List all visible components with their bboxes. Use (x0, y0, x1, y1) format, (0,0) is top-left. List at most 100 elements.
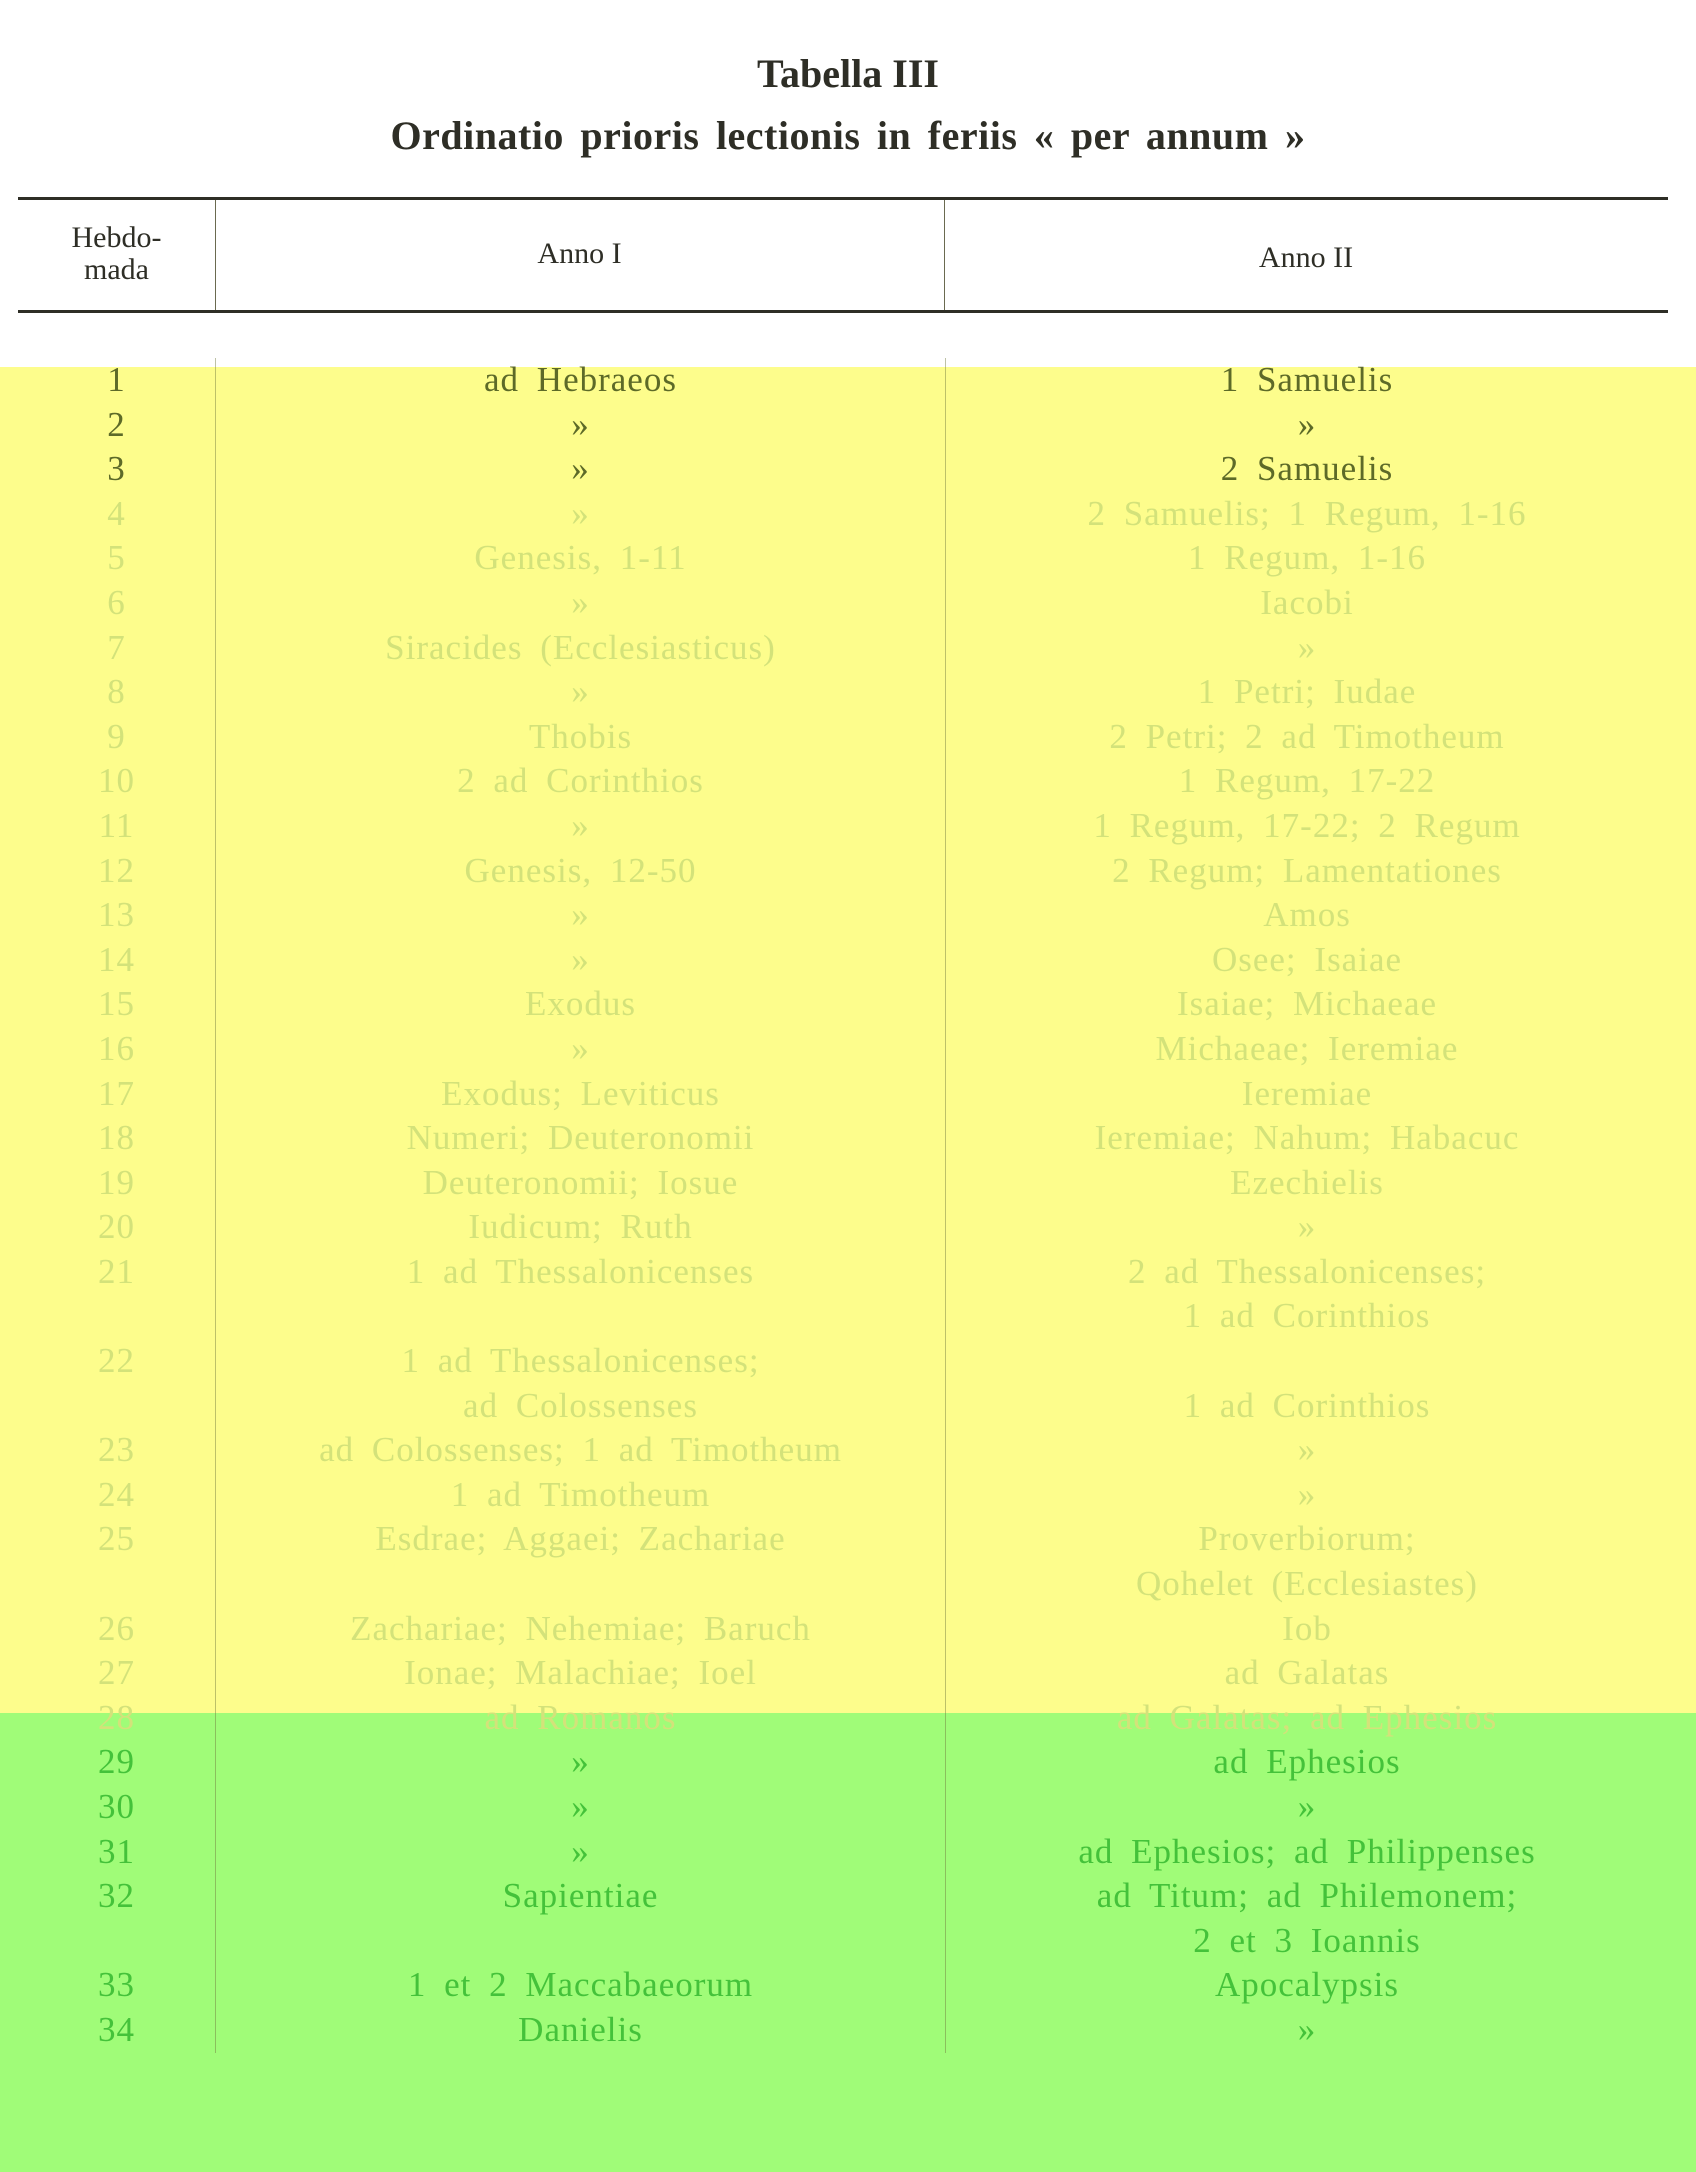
week-number: 25 (18, 1517, 216, 1606)
week-number-line: 29 (98, 1742, 135, 1782)
table-row: 27 Ionae; Malachiae; Ioel ad Galatas (18, 1651, 1668, 1696)
table-row: 8 » 1 Petri; Iudae (18, 670, 1668, 715)
week-number-line: 11 (98, 805, 135, 845)
table-row: 22 1 ad Thessalonicenses; ad Colossenses 1 … (18, 1339, 1668, 1429)
anno1-reading-line: Zachariae; Nehemiae; Baruch (350, 1608, 811, 1648)
anno2-reading: Apocalypsis (945, 1963, 1668, 2008)
anno2-reading-line: 1 ad Corinthios (1183, 1296, 1431, 1336)
week-number: 16 (18, 1027, 216, 1072)
anno1-reading-line: 1 ad Thessalonicenses; (401, 1341, 760, 1381)
anno2-reading: 2 Petri; 2 ad Timotheum (945, 714, 1668, 760)
anno2-reading-line: » (1297, 1787, 1317, 1826)
anno1-reading: » (215, 447, 946, 492)
anno2-reading-line: Osee; Isaiae (1211, 939, 1403, 979)
week-number-line: 26 (98, 1608, 135, 1648)
week-number: 22 (18, 1339, 216, 1428)
top-rule (18, 197, 1668, 200)
anno1-reading: Ionae; Malachiae; Ioel (215, 1651, 946, 1696)
anno1-reading-line: » (571, 404, 590, 444)
anno1-reading: Thobis (215, 714, 946, 760)
anno2-reading-line: Proverbiorum; (1198, 1519, 1416, 1559)
week-number-line: 15 (98, 984, 135, 1024)
table-row: 4 » 2 Samuelis; 1 Regum, 1-16 (18, 491, 1668, 537)
table-row: 19 Deuteronomii; Iosue Ezechielis (18, 1160, 1668, 1206)
anno2-reading-line: Qohelet (Ecclesiastes) (1136, 1564, 1478, 1604)
anno2-reading-line: Ezechielis (1230, 1162, 1384, 1202)
anno1-reading-line: » (571, 1742, 590, 1782)
anno1-reading-line: » (571, 1831, 590, 1871)
anno1-reading: Zachariae; Nehemiae; Baruch (215, 1606, 946, 1652)
anno2-reading: 1 Petri; Iudae (945, 670, 1668, 715)
week-number-line: 24 (98, 1474, 135, 1514)
table-row: 21 1 ad Thessalonicenses 2 ad Thessalonice… (18, 1249, 1668, 1340)
anno2-reading: 1 Regum, 17-22 (945, 759, 1668, 804)
table-row: 7 Siracides (Ecclesiasticus) » (18, 625, 1668, 671)
anno2-reading-line: 1 Regum, 17-22; 2 Regum (1093, 805, 1521, 845)
table-title: Tabella III (757, 51, 939, 96)
anno2-reading: » (945, 402, 1668, 448)
week-number: 2 (18, 403, 216, 448)
anno1-reading-line: » (571, 1028, 590, 1068)
anno1-reading: Iudicum; Ruth (215, 1205, 946, 1250)
anno2-reading-line: 1 Regum, 1-16 (1187, 538, 1426, 578)
anno2-reading: Iacobi (945, 580, 1668, 626)
header-year1: Anno I (537, 237, 622, 270)
table-row: 26 Zachariae; Nehemiae; Baruch Iob (18, 1606, 1668, 1652)
anno2-reading-line: Michaeae; Ieremiae (1155, 1028, 1459, 1068)
anno1-reading-line: ad Colossenses (463, 1385, 698, 1425)
anno1-reading: Danielis (215, 2007, 946, 2053)
week-number: 24 (18, 1473, 216, 1518)
week-number: 32 (18, 1874, 216, 1963)
table-row: 24 1 ad Timotheum » (18, 1472, 1668, 1518)
anno2-reading: 1 Regum, 1-16 (945, 536, 1668, 581)
header-week-line1: Hebdo- (71, 221, 162, 254)
header-divider-2 (944, 200, 945, 310)
anno2-reading-line: 2 Petri; 2 ad Timotheum (1109, 716, 1505, 756)
anno1-reading: » (215, 1829, 946, 1875)
week-number-line: 33 (98, 1965, 135, 2005)
anno1-reading: » (215, 580, 946, 626)
week-number-line: 2 (107, 404, 126, 444)
week-number: 15 (18, 982, 216, 1027)
week-number-line: 31 (98, 1831, 135, 1871)
anno1-reading-line: Exodus (525, 984, 636, 1024)
header-week: Hebdo- mada (18, 222, 215, 286)
anno2-reading: ad Galatas (945, 1651, 1668, 1696)
anno2-reading-line: » (1297, 1207, 1317, 1247)
week-number-line: 18 (98, 1118, 135, 1158)
table-row: 1 ad Hebraeos 1 Samuelis (18, 358, 1668, 403)
anno1-reading-line: Iudicum; Ruth (468, 1207, 693, 1247)
week-number: 18 (18, 1116, 216, 1161)
week-number: 30 (18, 1785, 216, 1830)
week-number-line: 10 (98, 761, 135, 801)
anno1-reading: Deuteronomii; Iosue (215, 1160, 946, 1206)
anno2-reading-line: ad Ephesios; ad Philippenses (1078, 1831, 1536, 1871)
table-row: 31 » ad Ephesios; ad Philippenses (18, 1829, 1668, 1875)
anno1-reading: 1 et 2 Maccabaeorum (215, 1963, 946, 2008)
week-number: 26 (18, 1607, 216, 1652)
anno1-reading: 1 ad Timotheum (215, 1472, 946, 1518)
table-row: 10 2 ad Corinthios 1 Regum, 17-22 (18, 759, 1668, 804)
week-number-line: 30 (98, 1787, 135, 1826)
anno2-reading: Ieremiae (945, 1071, 1668, 1117)
anno1-reading: Numeri; Deuteronomii (215, 1116, 946, 1161)
table-row: 11 » 1 Regum, 17-22; 2 Regum (18, 803, 1668, 849)
anno2-reading-line: 1 Petri; Iudae (1197, 672, 1417, 712)
anno2-reading-line: Ieremiae (1241, 1073, 1373, 1113)
anno2-reading-line: Isaiae; Michaeae (1176, 984, 1438, 1024)
table-row: 12 Genesis, 12-50 2 Regum; Lamentationes (18, 848, 1668, 894)
anno1-reading-line: » (571, 672, 590, 712)
table-row: 25 Esdrae; Aggaei; Zachariae Proverbiorum;… (18, 1517, 1668, 1607)
anno1-reading: » (215, 893, 946, 938)
table-row: 6 » Iacobi (18, 580, 1668, 626)
week-number: 13 (18, 893, 216, 938)
week-number: 8 (18, 670, 216, 715)
week-number: 34 (18, 2008, 216, 2053)
anno2-reading-line: » (1297, 1430, 1317, 1470)
week-number: 29 (18, 1740, 216, 1785)
week-number: 31 (18, 1830, 216, 1875)
anno2-reading: 1 Regum, 17-22; 2 Regum (945, 803, 1668, 849)
anno2-reading-line: » (1297, 404, 1317, 444)
table-subtitle: Ordinatio prioris lectionis in feriis « … (390, 113, 1306, 158)
anno1-reading-line: » (571, 449, 590, 489)
